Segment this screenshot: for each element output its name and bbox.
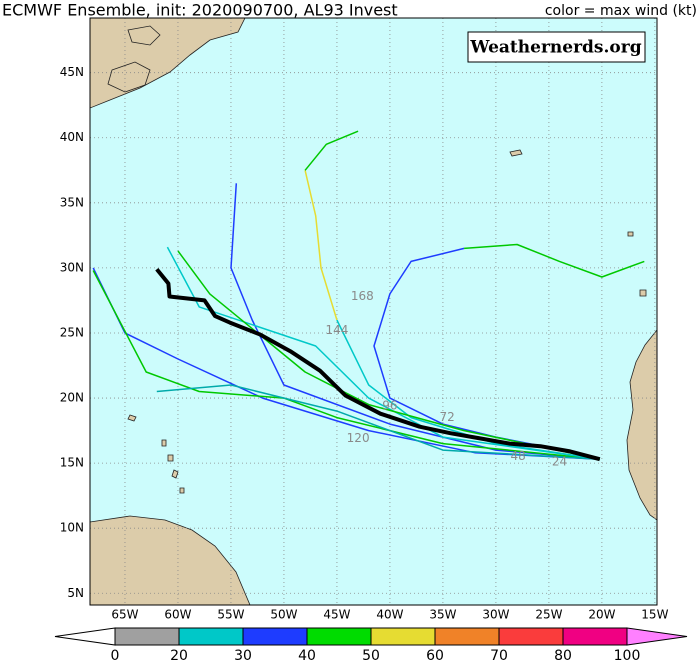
forecast-hour: 48 (511, 449, 526, 463)
ensemble-track (156, 384, 600, 460)
forecast-hour: 24 (552, 454, 567, 468)
ocean (90, 18, 657, 605)
colorbar-segment (370, 627, 436, 646)
lon-label: 60W (164, 608, 191, 622)
colorbar-label: 30 (234, 648, 252, 663)
graticule (90, 18, 657, 605)
map-frame (89, 17, 658, 606)
colorbar-segment (242, 627, 308, 646)
lon-label: 35W (429, 608, 456, 622)
colorbar-segment (498, 627, 564, 646)
forecast-hour: 72 (440, 410, 455, 424)
colorbar-label: 80 (554, 648, 572, 663)
lat-label: 5N (67, 586, 84, 600)
ensemble-track (464, 243, 645, 278)
colorbar-segment (178, 627, 244, 646)
lat-label: 20N (60, 391, 84, 405)
colorbar-segment (114, 627, 180, 646)
lon-label: 30W (482, 608, 509, 622)
colorbar-segment (562, 627, 628, 646)
lon-label: 20W (588, 608, 615, 622)
watermark-box (467, 31, 646, 63)
ensemble-track (230, 183, 600, 460)
lon-label: 50W (270, 608, 297, 622)
lat-label: 35N (60, 195, 84, 209)
legend-note: color = max wind (kt) (545, 3, 697, 19)
lat-label: 15N (60, 456, 84, 470)
colorbar-label: 0 (111, 648, 120, 663)
colorbar-under (54, 627, 116, 646)
colorbar-label: 100 (614, 648, 641, 663)
ensemble-track (304, 170, 338, 321)
land (90, 18, 657, 605)
title: ECMWF Ensemble, init: 2020090700, AL93 I… (2, 1, 398, 20)
colorbar-label: 20 (170, 648, 188, 663)
lon-label: 45W (323, 608, 350, 622)
colorbar-over (626, 627, 688, 646)
lon-label: 55W (217, 608, 244, 622)
lat-label: 25N (60, 325, 84, 339)
ensemble-track (166, 246, 600, 460)
lon-label: 25W (535, 608, 562, 622)
lon-label: 15W (641, 608, 668, 622)
ensemble-track (304, 130, 359, 171)
mean-track (155, 267, 601, 462)
forecast-hour: 120 (347, 431, 370, 445)
colorbar-segment (306, 627, 372, 646)
lon-label: 65W (111, 608, 138, 622)
lat-label: 40N (60, 130, 84, 144)
forecast-hour: 96 (382, 398, 397, 412)
tracks: 168 144 120 96 72 48 24 (92, 130, 645, 468)
lon-label: 40W (376, 608, 403, 622)
watermark: Weathernerds.org (469, 38, 641, 58)
colorbar-label: 60 (426, 648, 444, 663)
forecast-hour: 144 (325, 323, 348, 337)
colorbar: 0 20 30 40 50 60 70 80 100 (54, 627, 688, 664)
lat-label: 10N (60, 521, 84, 535)
colorbar-label: 50 (362, 648, 380, 663)
colorbar-segment (434, 627, 500, 646)
lat-label: 30N (60, 260, 84, 274)
lat-label: 45N (60, 65, 84, 79)
forecast-hour: 168 (351, 289, 374, 303)
colorbar-label: 40 (298, 648, 316, 663)
colorbar-label: 70 (490, 648, 508, 663)
